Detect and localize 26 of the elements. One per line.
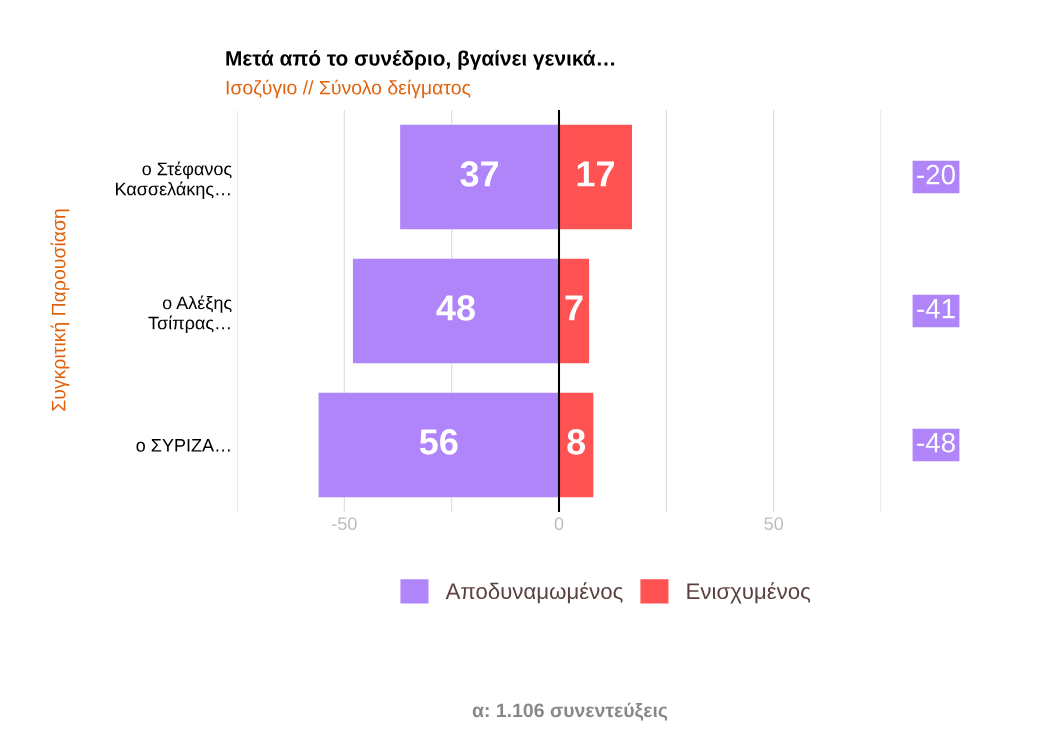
legend-label: Αποδυναμωμένος — [445, 582, 623, 604]
data-label: 37 — [460, 161, 499, 187]
text: -20 — [917, 164, 955, 185]
x-tick-label: 50 — [764, 517, 783, 531]
data-label: 7 — [565, 295, 583, 321]
text: -48 — [917, 432, 955, 453]
y-tick-label: ο ΣΥΡΙΖΑ… — [136, 439, 230, 452]
bar — [400, 124, 559, 230]
legend-label: Ενισχυμένος — [687, 582, 811, 604]
y-tick-label: ο Αλέξης Τσίπρας… — [148, 295, 232, 333]
bar — [318, 392, 559, 498]
y-tick-label: ο Στέφανος Κασσελάκης… — [116, 161, 232, 199]
data-label: 17 — [577, 161, 614, 187]
text: α: 1.106 συνεντεύξεις — [472, 702, 668, 721]
data-label: 56 — [419, 429, 458, 455]
data-label: 8 — [567, 429, 586, 455]
chart-subtitle: Ισοζύγιο // Σύνολο δείγματος — [226, 79, 471, 99]
bar — [352, 258, 559, 364]
y-axis-title: Συγκριτική Παρουσίαση — [50, 209, 70, 411]
bar — [559, 124, 632, 230]
text: -41 — [917, 299, 955, 319]
x-tick-label: -50 — [332, 517, 357, 531]
x-tick-label: 0 — [554, 517, 564, 531]
bar — [559, 258, 590, 364]
data-label: 48 — [436, 295, 475, 321]
chart-title: Μετά από το συνέδριο, βγαίνει γενικά… — [226, 50, 615, 70]
